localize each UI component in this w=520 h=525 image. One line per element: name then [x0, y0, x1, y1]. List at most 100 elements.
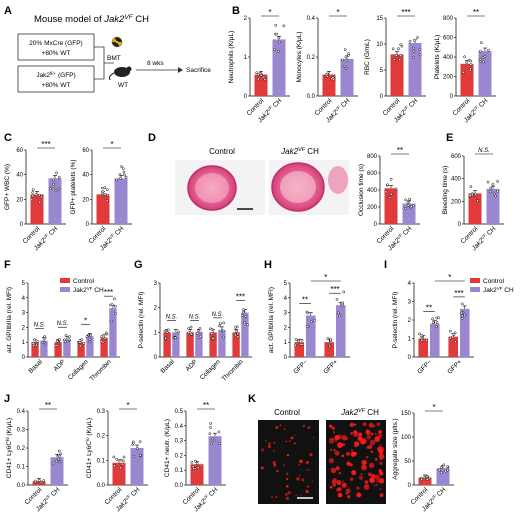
chart-g-jak2-3-bar — [241, 312, 249, 357]
chart-c1-jak2-point — [57, 176, 61, 179]
chart-h-tick-label: 2 — [284, 325, 288, 331]
chart-i-x-label-0: GFP− — [416, 358, 433, 375]
chart-f-tick-label: 5 — [22, 281, 26, 287]
aggregate-dot — [379, 471, 383, 475]
chart-e-jak2-point — [496, 189, 499, 193]
chart-b4-control-point — [465, 60, 469, 64]
aggregate-dot — [264, 440, 267, 442]
aggregate-dot — [374, 432, 377, 435]
chart-j2-control-point — [115, 457, 119, 461]
aggregate-dot — [366, 434, 372, 440]
aggregate-dot — [370, 432, 374, 436]
chart-k-jak2-point — [442, 463, 446, 467]
chart-i-control-1-point — [454, 340, 457, 344]
aggregate-dot — [368, 462, 375, 469]
chart-c1-x-label-jak2-sup: VF — [42, 233, 50, 241]
chart-c2-jak2-point — [123, 173, 126, 177]
chart-j1-control-bar — [32, 481, 46, 485]
chart-j3-tick-label: 0.2 — [175, 453, 184, 459]
panel-letter-c: C — [4, 132, 12, 144]
chart-g-control-0-point — [165, 331, 169, 334]
aggregate-dot — [369, 439, 376, 446]
aggregate-dot — [307, 469, 310, 471]
chart-d-control-point — [384, 190, 388, 194]
scheme-title-sup: VF — [124, 14, 133, 21]
chart-e-control-point — [469, 185, 473, 189]
chart-b2-jak2-point — [345, 58, 349, 62]
chart-g-jak2-1-point — [198, 327, 202, 330]
chart-j2-jak2-point — [138, 440, 142, 444]
chart-i-jak2-1-point — [460, 311, 464, 315]
chart-f-x-label-2: Collagen — [67, 358, 90, 381]
chart-b3-jak2-point — [416, 36, 419, 39]
chart-b2-jak2-point — [342, 65, 346, 68]
chart-k-tick-label: 0 — [408, 483, 412, 489]
chart-c1-tick-label: 0 — [20, 222, 24, 228]
chart-g-control-0-point — [164, 336, 168, 340]
scheme-box-mxcre-line1: 20% MxCre (GFP) — [29, 40, 82, 47]
aggregate-dot — [353, 441, 360, 447]
chart-b3-control-point — [399, 54, 402, 58]
aggregate-dot — [368, 472, 372, 477]
chart-c2-jak2-point — [118, 173, 122, 176]
chart-d-control-point — [389, 192, 393, 196]
chart-i-control-0-point — [420, 334, 424, 337]
chart-e-control-point — [476, 199, 479, 203]
chart-b1-control-point — [256, 77, 260, 81]
chart-f-control-0-point — [35, 343, 38, 347]
chart-j1-sig-label: ** — [45, 401, 51, 410]
chart-d-x-label-jak2-sup: VF — [396, 233, 404, 241]
chart-b4-x-label-jak2-suffix: CH — [477, 97, 490, 110]
chart-k-jak2-point — [438, 468, 441, 472]
chart-j1-control-point — [42, 479, 46, 482]
chart-c2-jak2-point — [120, 165, 123, 168]
aggregate-dot — [374, 457, 378, 461]
chart-b3-jak2-point — [412, 46, 415, 50]
chart-b1-x-label-jak2-suffix: CH — [271, 97, 284, 110]
chart-j1-y-label-sup: hi — [5, 437, 10, 441]
aggregate-dot — [330, 467, 337, 474]
chart-c1-jak2-point — [57, 187, 61, 191]
chart-g-jak2-3-point — [242, 310, 245, 314]
aggregate-dot — [305, 460, 309, 464]
chart-h-control-1-point — [326, 337, 330, 340]
aggregate-dot — [287, 491, 291, 495]
chart-b4-jak2-point — [487, 48, 490, 52]
chart-i-between-sig-label: * — [448, 273, 451, 282]
chart-j3-sig-label: ** — [203, 401, 209, 410]
chart-h-jak2-0-point — [313, 318, 316, 322]
chart-j1-tick-label: 0.2 — [17, 446, 26, 452]
chart-j3-control-point — [190, 461, 194, 464]
chart-j1-jak2-point — [57, 449, 61, 453]
chart-j3-tick-label: 0.5 — [175, 409, 184, 415]
scheme-title-prefix: Mouse model of — [34, 14, 104, 25]
chart-d-control-bar — [384, 188, 398, 224]
k-image-jak2-sup: VF — [358, 408, 366, 414]
aggregate-dot — [285, 496, 290, 501]
chart-j1-jak2-point — [51, 462, 55, 466]
chart-b1-control-bar — [254, 74, 268, 96]
chart-g-control-2-point — [210, 327, 214, 331]
aggregate-dot — [305, 489, 309, 494]
chart-b3-jak2-bar — [408, 42, 422, 96]
chart-b3-sig-label: *** — [401, 8, 410, 17]
chart-f-tick-label: 0 — [22, 355, 26, 361]
chart-f-jak2-0-point — [41, 340, 45, 344]
chart-b4-jak2-point — [479, 41, 483, 45]
aggregate-dot — [275, 426, 279, 430]
chart-g-jak2-1-point — [198, 335, 202, 338]
chart-i-tick-label: 4 — [408, 281, 412, 287]
panel-letter-e: E — [446, 132, 453, 144]
aggregate-dot — [261, 448, 265, 452]
aggregate-dot — [350, 449, 354, 452]
chart-c2-jak2-point — [122, 170, 126, 174]
chart-h-jak2-1-point — [341, 303, 345, 307]
chart-j3-control-point — [196, 466, 200, 470]
chart-g-jak2-3-point — [243, 321, 246, 324]
chart-b2-control-point — [324, 73, 328, 77]
chart-g-tick-label: 1 — [154, 330, 158, 336]
chart-j2-jak2-point — [138, 454, 142, 457]
